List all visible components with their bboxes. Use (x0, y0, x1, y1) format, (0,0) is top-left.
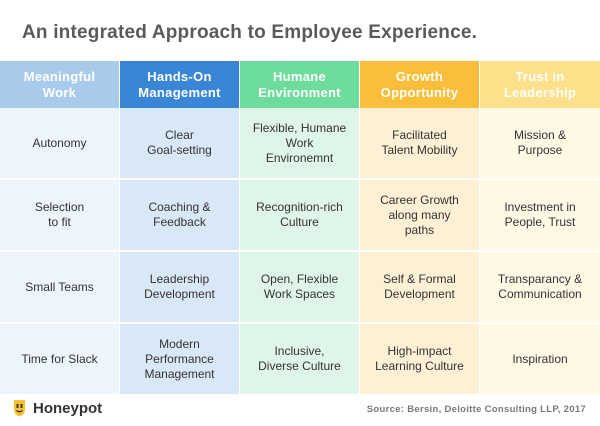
table-cell: Recognition-rich Culture (240, 180, 360, 252)
column-header-hands-on-management: Hands-On Management (120, 61, 240, 108)
table-cell: Coaching & Feedback (120, 180, 240, 252)
table-cell: Inclusive, Diverse Culture (240, 324, 360, 396)
brand-name: Honeypot (33, 400, 103, 417)
table-cell: Leadership Development (120, 252, 240, 324)
table-cell: Time for Slack (0, 324, 120, 396)
table-cell: Selection to fit (0, 180, 120, 252)
table-cell: Inspiration (480, 324, 600, 396)
honeypot-logo-icon (14, 400, 25, 417)
table-cell: Self & Formal Development (360, 252, 480, 324)
table-cell: Autonomy (0, 108, 120, 180)
table-cell: Open, Flexible Work Spaces (240, 252, 360, 324)
source-citation: Source: Bersin, Deloitte Consulting LLP,… (366, 404, 586, 415)
column-header-meaningful-work: Meaningful Work (0, 61, 120, 108)
experience-table: Meaningful Work Hands-On Management Huma… (0, 61, 600, 396)
table-cell: Transparancy & Communication (480, 252, 600, 324)
table-cell: Mission & Purpose (480, 108, 600, 180)
table-cell: Facilitated Talent Mobility (360, 108, 480, 180)
brand-logo: Honeypot (12, 400, 102, 417)
table-cell: Small Teams (0, 252, 120, 324)
table-cell: High-impact Learning Culture (360, 324, 480, 396)
column-header-growth-opportunity: Growth Opportunity (360, 61, 480, 108)
table-cell: Clear Goal-setting (120, 108, 240, 180)
column-header-trust-in-leadership: Trust in Leadership (480, 61, 600, 108)
column-header-humane-environment: Humane Environment (240, 61, 360, 108)
table-cell: Modern Performance Management (120, 324, 240, 396)
table-cell: Investment in People, Trust (480, 180, 600, 252)
table-cell: Flexible, Humane Work Environemnt (240, 108, 360, 180)
page-title: An integrated Approach to Employee Exper… (22, 22, 478, 43)
table-cell: Career Growth along many paths (360, 180, 480, 252)
